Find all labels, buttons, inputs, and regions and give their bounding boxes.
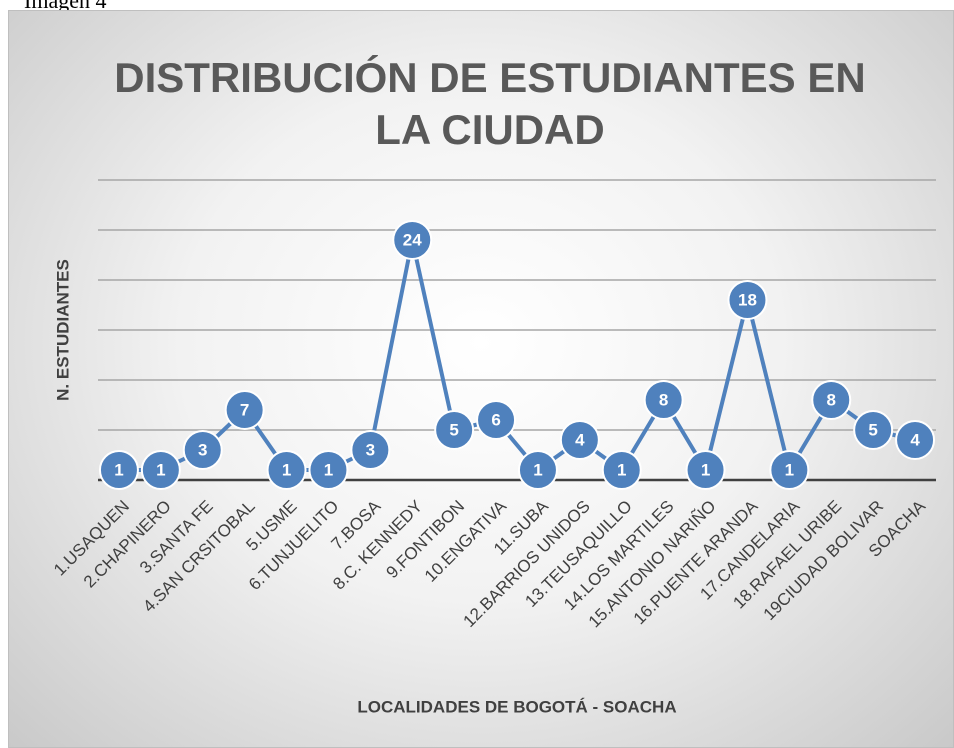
marker [350,430,391,470]
data-label: 1 [617,460,626,479]
marker [224,390,265,430]
data-label: 18 [738,290,757,309]
data-label: 1 [156,460,165,479]
data-label: 8 [659,390,668,409]
data-label: 1 [533,460,542,479]
marker [517,450,558,490]
y-axis-label: N. ESTUDIANTES [53,259,72,401]
data-label: 6 [491,410,500,429]
data-label: 4 [575,430,585,449]
marker [895,420,936,460]
data-label: 3 [198,440,207,459]
data-label: 1 [701,460,710,479]
marker [308,450,349,490]
data-label: 24 [403,230,422,249]
marker [685,450,726,490]
marker [98,450,139,490]
marker [601,450,642,490]
marker [559,420,600,460]
marker [476,400,517,440]
marker [140,450,181,490]
marker [769,450,810,490]
x-axis-label: LOCALIDADES DE BOGOTÁ - SOACHA [357,697,676,716]
data-label: 1 [324,460,333,479]
data-label: 5 [449,420,458,439]
marker [182,430,223,470]
marker [811,380,852,420]
data-label: 7 [240,400,249,419]
marker [853,410,894,450]
marker [727,280,768,320]
caption: Imagen 4 [24,0,107,13]
data-label: 4 [910,430,920,449]
data-label: 1 [114,460,123,479]
data-label: 1 [785,460,794,479]
chart-title: DISTRIBUCIÓN DE ESTUDIANTES EN LA CIUDAD [114,54,866,153]
marker [643,380,684,420]
data-label: 1 [282,460,291,479]
marker [266,450,307,490]
data-label: 8 [827,390,836,409]
marker [434,410,475,450]
data-label: 3 [366,440,375,459]
line [118,238,916,472]
data-label: 5 [868,420,877,439]
marker [392,220,433,260]
